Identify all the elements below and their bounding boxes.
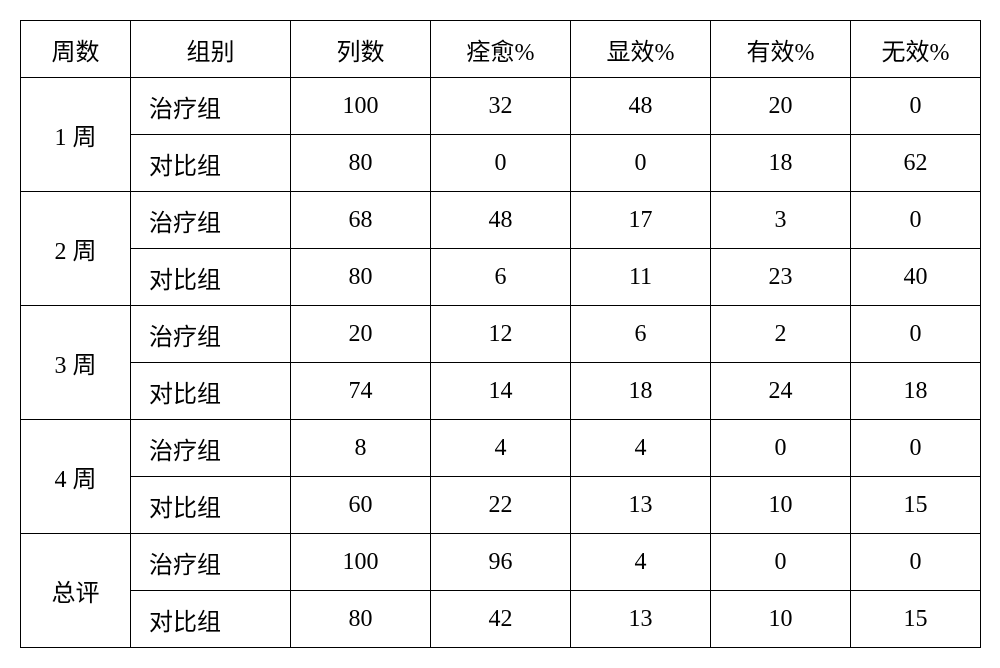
- marked-cell: 6: [571, 306, 711, 363]
- group-cell: 对比组: [131, 135, 291, 192]
- group-cell: 治疗组: [131, 420, 291, 477]
- count-cell: 100: [291, 534, 431, 591]
- cure-cell: 4: [431, 420, 571, 477]
- count-cell: 80: [291, 249, 431, 306]
- effective-cell: 24: [711, 363, 851, 420]
- col-header-week: 周数: [21, 21, 131, 78]
- week-cell: 1 周: [21, 78, 131, 192]
- marked-cell: 13: [571, 477, 711, 534]
- count-cell: 74: [291, 363, 431, 420]
- effective-cell: 10: [711, 591, 851, 648]
- col-header-ineffective: 无效%: [851, 21, 981, 78]
- marked-cell: 4: [571, 420, 711, 477]
- effective-cell: 10: [711, 477, 851, 534]
- cure-cell: 32: [431, 78, 571, 135]
- group-cell: 治疗组: [131, 192, 291, 249]
- cure-cell: 14: [431, 363, 571, 420]
- marked-cell: 13: [571, 591, 711, 648]
- col-header-marked: 显效%: [571, 21, 711, 78]
- ineffective-cell: 0: [851, 534, 981, 591]
- effective-cell: 23: [711, 249, 851, 306]
- table-row: 对比组 74 14 18 24 18: [21, 363, 981, 420]
- col-header-effective: 有效%: [711, 21, 851, 78]
- effective-cell: 0: [711, 534, 851, 591]
- ineffective-cell: 15: [851, 477, 981, 534]
- table-row: 1 周 治疗组 100 32 48 20 0: [21, 78, 981, 135]
- ineffective-cell: 62: [851, 135, 981, 192]
- marked-cell: 18: [571, 363, 711, 420]
- group-cell: 对比组: [131, 591, 291, 648]
- count-cell: 20: [291, 306, 431, 363]
- marked-cell: 0: [571, 135, 711, 192]
- effective-cell: 20: [711, 78, 851, 135]
- ineffective-cell: 40: [851, 249, 981, 306]
- marked-cell: 4: [571, 534, 711, 591]
- group-cell: 治疗组: [131, 534, 291, 591]
- cure-cell: 12: [431, 306, 571, 363]
- week-cell: 4 周: [21, 420, 131, 534]
- cure-cell: 0: [431, 135, 571, 192]
- cure-cell: 22: [431, 477, 571, 534]
- cure-cell: 42: [431, 591, 571, 648]
- effective-cell: 3: [711, 192, 851, 249]
- effective-cell: 0: [711, 420, 851, 477]
- week-cell: 2 周: [21, 192, 131, 306]
- table-row: 对比组 60 22 13 10 15: [21, 477, 981, 534]
- table-row: 总评 治疗组 100 96 4 0 0: [21, 534, 981, 591]
- col-header-count: 列数: [291, 21, 431, 78]
- table-header-row: 周数 组别 列数 痊愈% 显效% 有效% 无效%: [21, 21, 981, 78]
- group-cell: 对比组: [131, 363, 291, 420]
- group-cell: 治疗组: [131, 78, 291, 135]
- marked-cell: 48: [571, 78, 711, 135]
- table-row: 对比组 80 6 11 23 40: [21, 249, 981, 306]
- table-row: 2 周 治疗组 68 48 17 3 0: [21, 192, 981, 249]
- effective-cell: 2: [711, 306, 851, 363]
- week-cell: 3 周: [21, 306, 131, 420]
- count-cell: 60: [291, 477, 431, 534]
- count-cell: 68: [291, 192, 431, 249]
- ineffective-cell: 18: [851, 363, 981, 420]
- cure-cell: 6: [431, 249, 571, 306]
- table-row: 对比组 80 42 13 10 15: [21, 591, 981, 648]
- table-body: 1 周 治疗组 100 32 48 20 0 对比组 80 0 0 18 62 …: [21, 78, 981, 648]
- marked-cell: 17: [571, 192, 711, 249]
- group-cell: 治疗组: [131, 306, 291, 363]
- ineffective-cell: 0: [851, 420, 981, 477]
- ineffective-cell: 0: [851, 306, 981, 363]
- marked-cell: 11: [571, 249, 711, 306]
- ineffective-cell: 0: [851, 192, 981, 249]
- group-cell: 对比组: [131, 249, 291, 306]
- cure-cell: 96: [431, 534, 571, 591]
- cure-cell: 48: [431, 192, 571, 249]
- table-row: 3 周 治疗组 20 12 6 2 0: [21, 306, 981, 363]
- ineffective-cell: 15: [851, 591, 981, 648]
- effective-cell: 18: [711, 135, 851, 192]
- count-cell: 8: [291, 420, 431, 477]
- count-cell: 100: [291, 78, 431, 135]
- ineffective-cell: 0: [851, 78, 981, 135]
- week-cell: 总评: [21, 534, 131, 648]
- group-cell: 对比组: [131, 477, 291, 534]
- col-header-group: 组别: [131, 21, 291, 78]
- table-row: 4 周 治疗组 8 4 4 0 0: [21, 420, 981, 477]
- col-header-cure: 痊愈%: [431, 21, 571, 78]
- count-cell: 80: [291, 591, 431, 648]
- count-cell: 80: [291, 135, 431, 192]
- results-table: 周数 组别 列数 痊愈% 显效% 有效% 无效% 1 周 治疗组 100 32 …: [20, 20, 981, 648]
- table-row: 对比组 80 0 0 18 62: [21, 135, 981, 192]
